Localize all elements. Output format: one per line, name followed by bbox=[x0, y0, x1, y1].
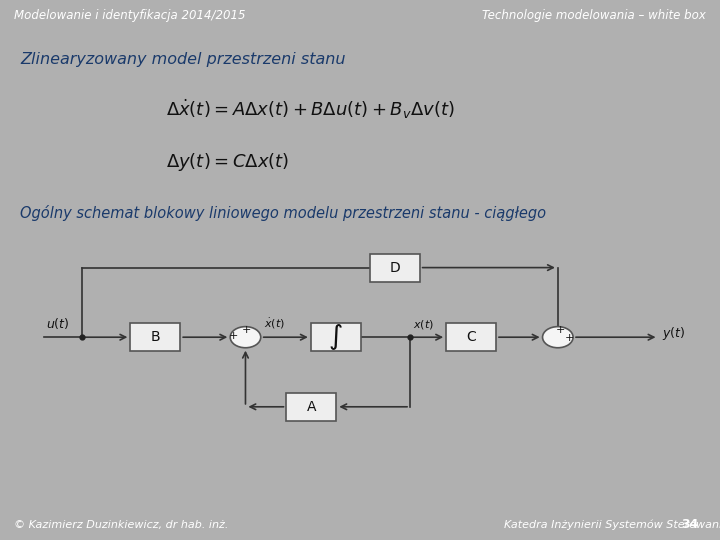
FancyBboxPatch shape bbox=[369, 254, 420, 281]
Text: © Kazimierz Duzinkiewicz, dr hab. inż.: © Kazimierz Duzinkiewicz, dr hab. inż. bbox=[14, 520, 229, 530]
Text: Katedra Inżynierii Systemów Sterowania: Katedra Inżynierii Systemów Sterowania bbox=[504, 519, 720, 530]
Text: +: + bbox=[556, 326, 565, 335]
FancyBboxPatch shape bbox=[287, 393, 336, 421]
Text: $\Delta\dot{x}(t) = A\Delta x(t) + B\Delta u(t) + B_v\Delta v(t)$: $\Delta\dot{x}(t) = A\Delta x(t) + B\Del… bbox=[166, 98, 454, 121]
Text: $\int$: $\int$ bbox=[328, 322, 343, 352]
Text: $x(t)$: $x(t)$ bbox=[413, 319, 434, 332]
Circle shape bbox=[543, 327, 573, 348]
Text: C: C bbox=[466, 330, 476, 344]
Text: Modelowanie i identyfikacja 2014/2015: Modelowanie i identyfikacja 2014/2015 bbox=[14, 9, 246, 22]
Text: Zlinearyzowany model przestrzeni stanu: Zlinearyzowany model przestrzeni stanu bbox=[20, 52, 346, 66]
FancyBboxPatch shape bbox=[446, 323, 496, 351]
Text: D: D bbox=[390, 261, 400, 275]
Text: +: + bbox=[565, 333, 575, 343]
Text: $\Delta y(t) = C\Delta x(t)$: $\Delta y(t) = C\Delta x(t)$ bbox=[166, 151, 289, 173]
Text: 34: 34 bbox=[681, 518, 698, 531]
Text: B: B bbox=[150, 330, 160, 344]
Text: +: + bbox=[242, 326, 251, 335]
Text: $\dot{x}(t)$: $\dot{x}(t)$ bbox=[264, 317, 285, 332]
Circle shape bbox=[230, 327, 261, 348]
FancyBboxPatch shape bbox=[311, 323, 361, 351]
Text: Ogólny schemat blokowy liniowego modelu przestrzeni stanu - ciągłego: Ogólny schemat blokowy liniowego modelu … bbox=[20, 205, 546, 221]
Text: Technologie modelowania – white box: Technologie modelowania – white box bbox=[482, 9, 706, 22]
Text: +: + bbox=[229, 331, 238, 341]
FancyBboxPatch shape bbox=[130, 323, 180, 351]
Text: A: A bbox=[307, 400, 316, 414]
Text: $y(t)$: $y(t)$ bbox=[662, 325, 685, 342]
Text: $u(t)$: $u(t)$ bbox=[45, 316, 69, 332]
